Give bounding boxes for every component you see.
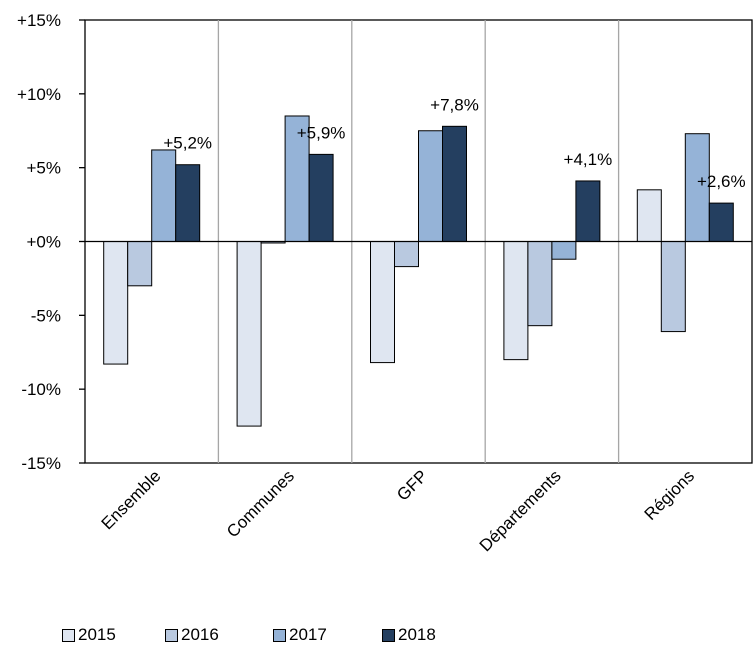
bar	[236, 241, 262, 427]
bar	[284, 115, 310, 242]
legend-swatch	[273, 628, 286, 642]
y-axis-ticks: +15% +10% +5% +0% -5% -10% -15%	[17, 11, 85, 473]
bar	[151, 149, 177, 243]
bar	[103, 241, 129, 365]
data-label: +5,2%	[163, 134, 212, 153]
legend-swatch	[382, 628, 395, 642]
legend-label: 2018	[398, 625, 436, 644]
legend-item: 2016	[165, 625, 219, 645]
bar	[551, 241, 577, 260]
y-tick-label: +15%	[17, 11, 61, 30]
bar	[370, 241, 395, 364]
bar	[660, 241, 686, 333]
data-label: +5,9%	[297, 123, 346, 142]
bar	[442, 125, 467, 242]
bar	[418, 130, 443, 242]
legend-swatch	[62, 628, 75, 642]
legend-label: 2017	[289, 625, 327, 644]
legend-item: 2015	[62, 625, 116, 645]
legend-swatch	[165, 628, 178, 642]
legend-item: 2017	[273, 625, 327, 645]
y-tick-label: -15%	[21, 454, 61, 473]
y-tick-label: +10%	[17, 85, 61, 104]
bars	[85, 115, 752, 427]
y-tick-label: -5%	[31, 306, 61, 325]
bar	[708, 202, 734, 243]
bar	[503, 241, 529, 361]
chart: +15% +10% +5% +0% -5% -10% -15% +5,2% +5,9% +7,8…	[17, 11, 753, 555]
y-tick-label: +0%	[27, 233, 62, 252]
category-label: Départements	[476, 466, 565, 555]
bar	[636, 189, 662, 242]
category-label: GFP	[393, 466, 431, 504]
legend: 2015 2016 2017 2018	[0, 625, 753, 655]
bar	[527, 241, 553, 327]
data-labels: +5,2% +5,9% +7,8% +4,1% +2,6%	[163, 95, 745, 191]
legend-item: 2018	[382, 625, 436, 645]
bar	[175, 164, 201, 242]
data-label: +7,8%	[430, 95, 479, 114]
category-labels: Ensemble Communes GFP Départements Régions	[98, 466, 698, 555]
data-label: +2,6%	[697, 172, 746, 191]
y-tick-label: -10%	[21, 380, 61, 399]
legend-label: 2016	[181, 625, 219, 644]
bar	[127, 241, 153, 287]
y-tick-label: +5%	[27, 159, 62, 178]
legend-label: 2015	[78, 625, 116, 644]
category-label: Régions	[641, 466, 699, 524]
category-label: Ensemble	[98, 466, 165, 533]
bar	[308, 153, 334, 242]
category-label: Communes	[223, 466, 298, 541]
bar	[394, 241, 419, 268]
data-label: +4,1%	[564, 150, 613, 169]
bar	[575, 180, 601, 242]
